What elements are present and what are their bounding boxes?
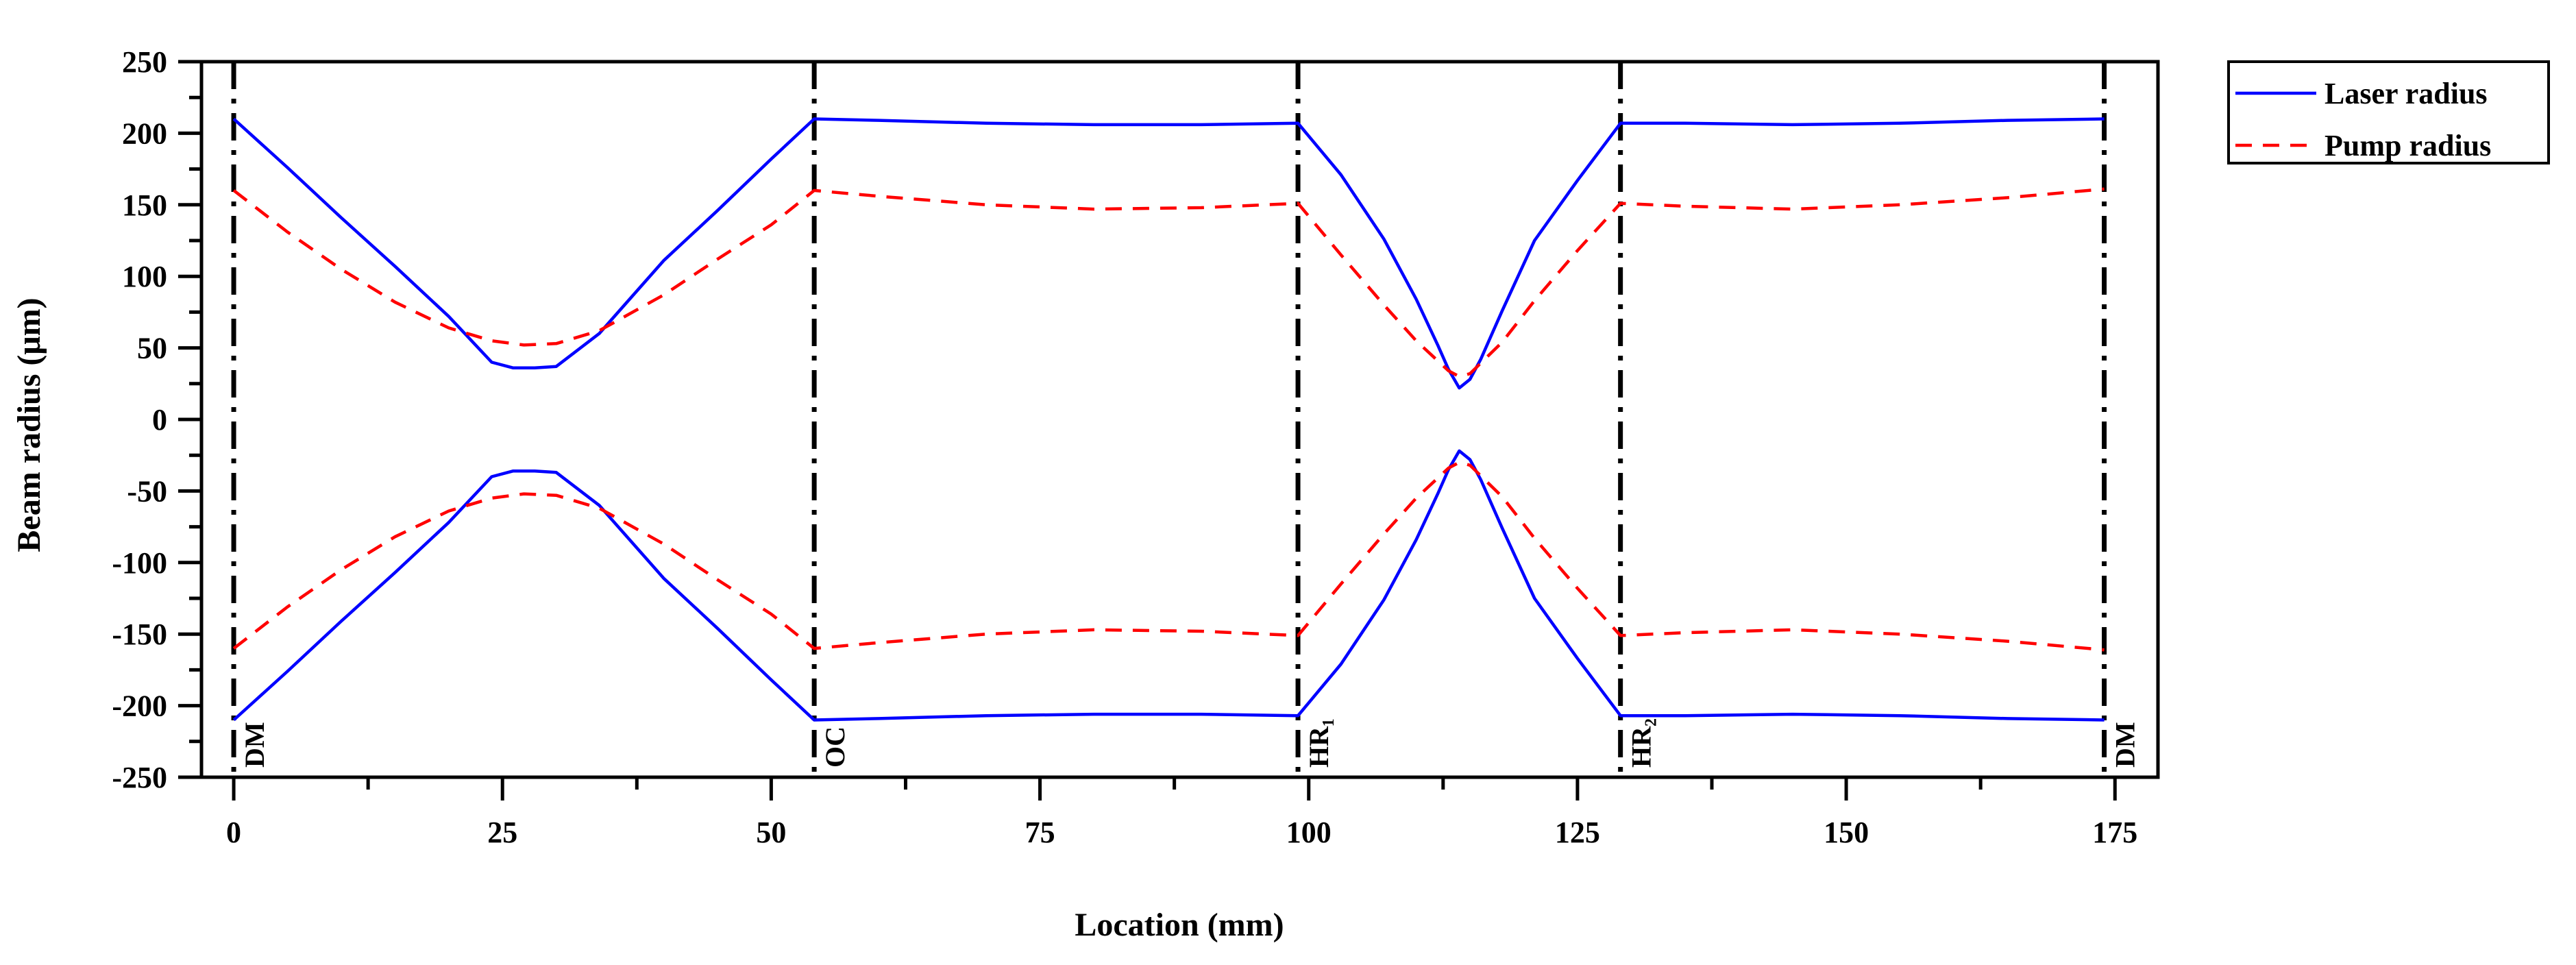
series-line bbox=[232, 117, 2105, 390]
legend: Laser radius Pump radius bbox=[2227, 60, 2550, 164]
x-tick-label: 150 bbox=[1824, 816, 1869, 849]
x-tick-label: 75 bbox=[1025, 816, 1055, 849]
y-tick-label: -150 bbox=[112, 618, 167, 651]
y-tick-label: 150 bbox=[122, 188, 167, 222]
legend-box bbox=[2227, 60, 2550, 164]
y-tick-label: 50 bbox=[137, 332, 167, 365]
series-line bbox=[232, 187, 2105, 378]
x-axis-label: Location (mm) bbox=[1075, 907, 1284, 943]
vertical-markers: DM OC HR₁ HR₂ DM bbox=[231, 62, 2141, 777]
marker-label: DM bbox=[2110, 722, 2141, 768]
y-tick-label: -250 bbox=[112, 761, 167, 794]
y-axis-label: Beam radius (μm) bbox=[11, 297, 47, 552]
x-tick-label: 25 bbox=[487, 816, 517, 849]
x-tick-label: 100 bbox=[1286, 816, 1332, 849]
y-tick-label: 100 bbox=[122, 260, 167, 293]
x-axis-ticks: 0 25 50 75 100 125 150 175 bbox=[226, 777, 2137, 849]
y-tick-label: 0 bbox=[152, 403, 167, 437]
legend-label: Pump radius bbox=[2324, 129, 2491, 162]
legend-label: Laser radius bbox=[2324, 77, 2488, 110]
series-line bbox=[232, 461, 2105, 652]
y-axis-ticks: 250 200 150 100 50 0 -50 -100 -150 -200 -250 bbox=[112, 45, 201, 794]
marker-label: HR₁ bbox=[1303, 718, 1334, 768]
marker-label: HR₂ bbox=[1626, 718, 1657, 768]
y-tick-label: -50 bbox=[127, 474, 167, 508]
series-group bbox=[232, 117, 2105, 722]
y-tick-label: 200 bbox=[122, 117, 167, 150]
y-tick-label: 250 bbox=[122, 45, 167, 79]
x-tick-label: 0 bbox=[226, 816, 241, 849]
x-tick-label: 175 bbox=[2092, 816, 2137, 849]
x-tick-label: 125 bbox=[1555, 816, 1600, 849]
marker-label: OC bbox=[820, 726, 850, 768]
marker-label: DM bbox=[239, 722, 270, 768]
y-tick-label: -100 bbox=[112, 546, 167, 580]
y-tick-label: -200 bbox=[112, 689, 167, 723]
x-tick-label: 50 bbox=[756, 816, 786, 849]
series-line bbox=[232, 449, 2105, 722]
